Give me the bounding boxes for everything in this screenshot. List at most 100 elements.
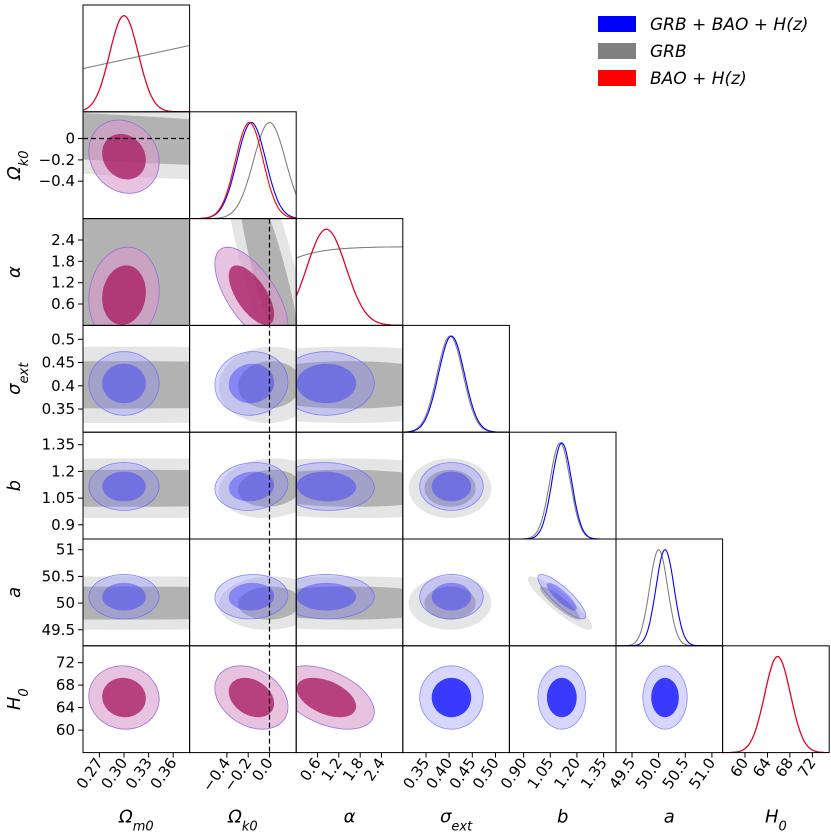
panel-ok-ok <box>189 121 297 219</box>
y-tick-label: 1.05 <box>42 489 75 507</box>
contour-joint-2sigma <box>419 462 484 511</box>
y-axis-label-a: a <box>4 587 25 598</box>
panel-sig-a <box>408 573 492 630</box>
y-axis-label-alpha: α <box>4 266 25 278</box>
panel-b-h0 <box>537 665 587 730</box>
x-axis-label-b: b <box>557 807 568 828</box>
contour-joint-1sigma <box>296 582 357 611</box>
contour-overlap-1sigma <box>102 134 146 180</box>
panels-layer <box>82 4 830 754</box>
marginal-joint-sig <box>402 335 510 433</box>
y-tick-label: 2.4 <box>51 231 75 249</box>
y-tick-label: 0.5 <box>51 330 75 348</box>
marginal-joint-b <box>509 442 616 540</box>
x-axis-label-om: Ωm0 <box>118 807 154 832</box>
x-axis-label-a: a <box>664 807 675 828</box>
x-tick-label: 1.35 <box>577 755 611 793</box>
panel-om-alpha <box>83 218 190 326</box>
y-tick-label: 68 <box>56 676 75 694</box>
contour-joint-2sigma <box>214 462 289 511</box>
panel-om-sig <box>83 346 190 424</box>
x-tick-label: 72 <box>794 755 820 781</box>
marginal-bao-alpha <box>296 228 403 326</box>
contour-joint-core <box>547 677 577 718</box>
panel-frame <box>82 4 191 113</box>
x-tick-label: 1.20 <box>550 755 584 793</box>
legend-label-2: BAO + H(z) <box>650 69 747 89</box>
marginal-bao-ok <box>189 121 297 219</box>
contour-overlap-1sigma <box>228 265 275 325</box>
contour-joint-2sigma <box>88 573 160 620</box>
x-tick-label: 0.30 <box>97 755 131 793</box>
contour-joint-1sigma <box>228 471 275 502</box>
panel-om-om <box>83 15 190 112</box>
marginal-grb-a <box>616 549 723 646</box>
contour-overlap-1sigma <box>296 677 357 718</box>
panel-a-h0 <box>642 665 688 730</box>
x-tick-label: 64 <box>749 755 775 781</box>
contour-joint-2sigma <box>88 462 160 511</box>
panel-ok-a <box>214 574 297 630</box>
contour-joint-1sigma <box>228 582 275 611</box>
contour-grb-1sigma <box>424 469 476 507</box>
contour-overlap-1sigma <box>102 265 146 325</box>
panel-om-ok <box>83 111 190 194</box>
y-tick-label: 50 <box>56 594 75 612</box>
panel-h0-h0 <box>722 655 830 753</box>
contour-joint-core <box>651 677 679 718</box>
y-tick-label: 1.8 <box>51 252 75 270</box>
y-tick-label: 64 <box>56 699 75 717</box>
marginal-joint-h0 <box>722 655 830 753</box>
panel-om-b <box>83 458 190 519</box>
legend-swatch-2 <box>598 70 636 86</box>
contour-grb-1sigma <box>83 361 190 409</box>
y-tick-label: −0.2 <box>39 151 75 169</box>
panel-b-b <box>509 442 616 540</box>
y-axis-label-sig: σext <box>4 362 32 395</box>
marginal-grb-sig <box>402 335 510 433</box>
y-tick-label: 0.4 <box>51 377 75 395</box>
y-tick-label: 1.2 <box>51 462 75 480</box>
contour-grb-1sigma <box>296 586 403 620</box>
panel-frame <box>189 111 297 220</box>
y-axis-label-ok: Ωk0 <box>4 150 32 181</box>
contour-joint-1sigma <box>547 582 577 611</box>
x-axis-label-alpha: α <box>344 807 356 828</box>
marginal-joint-om <box>83 15 190 112</box>
panel-b-a <box>527 573 593 630</box>
marginal-grb-om <box>83 44 190 70</box>
y-tick-label: 50.5 <box>42 567 75 585</box>
contour-joint-2sigma <box>296 351 375 416</box>
contour-grb-1sigma <box>238 361 297 409</box>
contour-overlap-1sigma <box>228 677 275 718</box>
y-axis-label-b: b <box>4 480 25 491</box>
panel-alpha-a <box>296 573 403 630</box>
contour-joint-core <box>431 677 472 718</box>
y-tick-label: 1.2 <box>51 274 75 292</box>
y-tick-label: 0.9 <box>51 516 75 534</box>
panel-frame <box>722 645 830 754</box>
y-tick-label: 72 <box>56 654 75 672</box>
x-axis-label-ok: Ωk0 <box>227 807 258 832</box>
marginal-bao-om <box>83 15 190 112</box>
x-tick-label: 0.90 <box>497 755 531 793</box>
y-tick-label: 49.5 <box>42 621 75 639</box>
contour-grb-1sigma <box>83 586 190 620</box>
y-tick-label: 0.6 <box>51 295 75 313</box>
panel-alpha-sig <box>296 346 403 424</box>
panel-alpha-b <box>296 458 403 519</box>
y-tick-label: 0.45 <box>42 354 75 372</box>
marginal-grb-alpha <box>296 246 403 259</box>
contour-joint-2sigma <box>419 573 484 620</box>
contour-joint-1sigma <box>102 471 146 502</box>
contour-joint-1sigma <box>431 471 472 502</box>
contour-grb-1sigma <box>424 586 476 620</box>
legend-swatch-0 <box>598 16 636 32</box>
contour-grb-1sigma <box>83 469 190 507</box>
y-tick-label: 60 <box>56 721 75 739</box>
panel-om-h0 <box>88 665 160 730</box>
contour-overlap-1sigma <box>102 677 146 718</box>
y-tick-label: 51 <box>56 541 75 559</box>
contour-joint-1sigma <box>431 582 472 611</box>
